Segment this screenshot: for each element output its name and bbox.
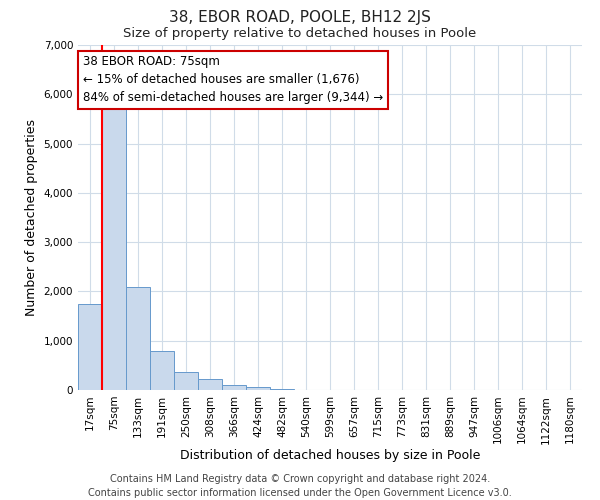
Text: Size of property relative to detached houses in Poole: Size of property relative to detached ho…	[124, 28, 476, 40]
Bar	[246, 387, 270, 390]
Text: Contains HM Land Registry data © Crown copyright and database right 2024.
Contai: Contains HM Land Registry data © Crown c…	[88, 474, 512, 498]
Text: 38 EBOR ROAD: 75sqm
← 15% of detached houses are smaller (1,676)
84% of semi-det: 38 EBOR ROAD: 75sqm ← 15% of detached ho…	[83, 56, 383, 104]
Bar	[78, 304, 102, 390]
Bar	[126, 288, 150, 390]
X-axis label: Distribution of detached houses by size in Poole: Distribution of detached houses by size …	[180, 449, 480, 462]
Bar	[174, 372, 198, 390]
Y-axis label: Number of detached properties: Number of detached properties	[25, 119, 38, 316]
Bar	[198, 378, 222, 390]
Bar	[150, 350, 174, 390]
Bar	[222, 384, 246, 390]
Bar	[270, 389, 294, 390]
Bar	[102, 104, 126, 390]
Text: 38, EBOR ROAD, POOLE, BH12 2JS: 38, EBOR ROAD, POOLE, BH12 2JS	[169, 10, 431, 25]
